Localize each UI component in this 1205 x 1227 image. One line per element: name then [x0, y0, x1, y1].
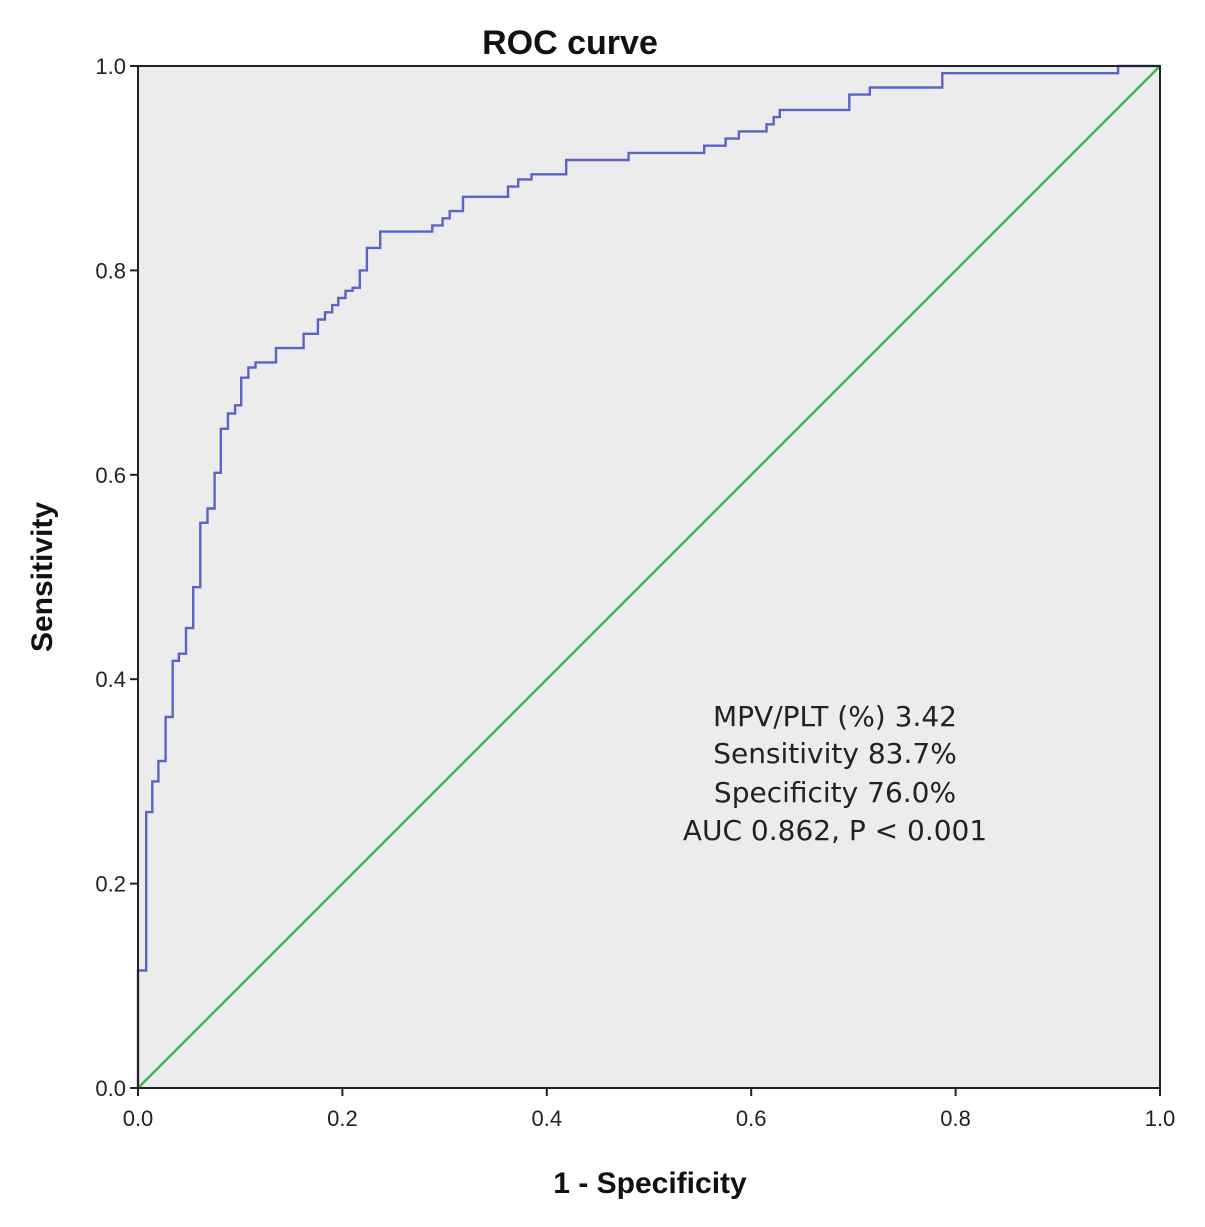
annotation-sensitivity: Sensitivity 83.7%: [713, 737, 957, 770]
x-tick-label: 0.0: [123, 1106, 154, 1131]
y-axis: 0.0 0.2 0.4 0.6 0.8 1.0: [95, 54, 138, 1101]
y-tick-label: 0.2: [95, 872, 126, 897]
y-tick-label: 0.8: [95, 258, 126, 283]
y-tick-label: 0.0: [95, 1076, 126, 1101]
x-tick-label: 0.8: [940, 1106, 971, 1131]
roc-curve-line: [136, 64, 1160, 1088]
x-axis: 0.0 0.2 0.4 0.6 0.8 1.0: [123, 1088, 1176, 1131]
y-axis-title: Sensitivity: [26, 502, 59, 652]
annotation-auc: AUC 0.862, P < 0.001: [683, 814, 987, 847]
x-tick-label: 0.6: [736, 1106, 767, 1131]
x-tick-label: 1.0: [1145, 1106, 1176, 1131]
y-tick-label: 0.4: [95, 667, 126, 692]
x-tick-label: 0.4: [532, 1106, 563, 1131]
annotation-cutoff: MPV/PLT (%) 3.42: [713, 700, 957, 733]
annotation-box: MPV/PLT (%) 3.42 Sensitivity 83.7% Speci…: [683, 700, 987, 847]
reference-diagonal-line: [137, 65, 1161, 1089]
annotation-specificity: Specificity 76.0%: [714, 776, 956, 809]
series-layer: [136, 64, 1161, 1089]
y-tick-label: 0.6: [95, 463, 126, 488]
x-tick-label: 0.2: [327, 1106, 358, 1131]
chart-title: ROC curve: [482, 24, 658, 62]
x-axis-title: 1 - Specificity: [553, 1167, 747, 1200]
plot-frame: [137, 65, 1161, 1089]
y-tick-label: 1.0: [95, 54, 126, 79]
